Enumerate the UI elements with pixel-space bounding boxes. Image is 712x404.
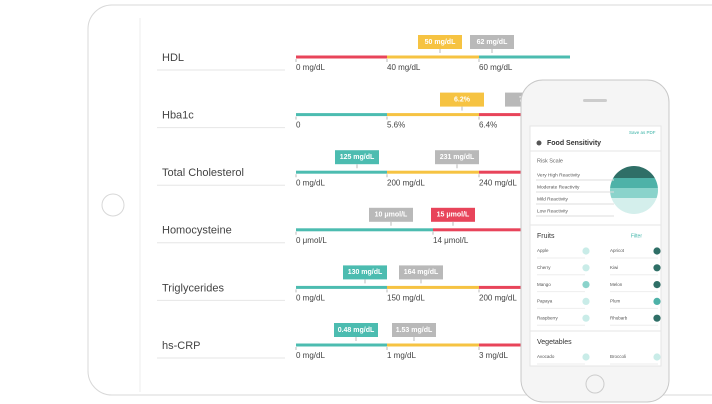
risk-level: Low Reactivity xyxy=(537,208,569,214)
metric-label: Hba1c xyxy=(162,110,194,122)
metric-label: Triglycerides xyxy=(162,282,224,294)
range-segment xyxy=(387,170,479,174)
badge-label: 15 μmol/L xyxy=(437,212,470,219)
value-badge xyxy=(431,207,475,222)
reactivity-dot xyxy=(582,314,590,322)
range-segment xyxy=(296,55,387,59)
food-item: Cherry xyxy=(537,265,551,270)
food-item: Apricot xyxy=(610,248,625,253)
section-title: Vegetables xyxy=(537,339,572,346)
tablet-home-button xyxy=(101,193,125,217)
badge-label: 164 mg/dL xyxy=(404,269,439,276)
value-badge xyxy=(334,323,378,337)
range-segment xyxy=(479,55,570,59)
range-segment xyxy=(296,170,387,174)
risk-level: Mild Reactivity xyxy=(537,196,569,202)
value-badge xyxy=(418,35,462,49)
food-item: Kiwi xyxy=(610,265,618,270)
value-badge xyxy=(470,35,514,49)
food-item: Mango xyxy=(537,282,551,287)
tick-label: 14 μmol/L xyxy=(433,236,469,245)
reactivity-dot xyxy=(653,247,661,255)
filter[interactable]: Filter xyxy=(631,233,642,239)
badge-label: 10 μmol/L xyxy=(375,212,408,219)
range-segment xyxy=(387,113,479,117)
range-segment xyxy=(387,285,479,289)
phone-speaker xyxy=(583,99,607,102)
value-badge xyxy=(335,150,379,165)
reactivity-dot xyxy=(653,281,661,289)
reactivity-dot xyxy=(653,264,661,272)
tick-label: 0 mg/dL xyxy=(296,63,325,72)
risk-scale-title: Risk Scale xyxy=(537,158,563,164)
badge-label: 125 mg/dL xyxy=(340,154,375,161)
header-icon xyxy=(536,140,542,146)
badge-label: 130 mg/dL xyxy=(348,269,383,276)
value-badge xyxy=(399,265,443,280)
section-title: Fruits xyxy=(537,233,555,240)
metric-label: HDL xyxy=(162,52,184,64)
value-badge xyxy=(369,207,413,222)
tick-label: 5.6% xyxy=(387,121,405,130)
tick-label: 40 mg/dL xyxy=(387,63,421,72)
range-segment xyxy=(296,228,433,232)
range-segment xyxy=(433,228,570,232)
food-item: Raspberry xyxy=(537,315,559,320)
range-segment xyxy=(296,343,387,347)
badge-label: 0.48 mg/dL xyxy=(338,327,375,334)
reactivity-dot xyxy=(582,297,590,305)
reactivity-dot xyxy=(653,314,661,322)
phone-screen xyxy=(529,125,662,367)
value-badge xyxy=(392,323,436,337)
tick-label: 3 mg/dL xyxy=(479,351,508,360)
badge-label: 6.2% xyxy=(454,96,471,103)
tick-label: 1 mg/dL xyxy=(387,351,416,360)
metric-label: Homocysteine xyxy=(162,225,232,237)
food-item: Avocado xyxy=(537,354,555,359)
risk-level: Very High Reactivity xyxy=(537,172,581,178)
food-item: Broccoli xyxy=(610,354,626,359)
phone-title: Food Sensitivity xyxy=(547,140,601,147)
tick-label: 0 mg/dL xyxy=(296,178,325,187)
risk-level: Moderate Reactivity xyxy=(537,184,580,190)
value-badge xyxy=(440,92,484,107)
tick-label: 0 μmol/L xyxy=(296,236,327,245)
save-pdf[interactable]: Save as PDF xyxy=(629,130,656,135)
reactivity-dot xyxy=(582,281,590,289)
range-segment xyxy=(296,285,387,289)
reactivity-dot xyxy=(582,353,590,361)
phone-home-button xyxy=(585,374,605,394)
tick-label: 0 mg/dL xyxy=(296,351,325,360)
tick-label: 0 xyxy=(296,121,301,130)
value-badge xyxy=(343,265,387,280)
tick-label: 200 mg/dL xyxy=(387,178,425,187)
reactivity-dot xyxy=(653,353,661,361)
reactivity-dot xyxy=(582,264,590,272)
food-item: Apple xyxy=(537,248,549,253)
tick-label: 6.4% xyxy=(479,121,497,130)
badge-label: 231 mg/dL xyxy=(440,154,475,161)
metric-label: Total Cholesterol xyxy=(162,167,244,179)
badge-label: 1.53 mg/dL xyxy=(396,327,433,334)
range-segment xyxy=(387,55,479,59)
food-item: Melon xyxy=(610,282,623,287)
range-segment xyxy=(296,113,387,117)
tick-label: 150 mg/dL xyxy=(387,294,425,303)
badge-label: 50 mg/dL xyxy=(425,39,456,46)
food-item: Papaya xyxy=(537,299,553,304)
tick-label: 60 mg/dL xyxy=(479,63,513,72)
reactivity-dot xyxy=(582,247,590,255)
reactivity-dot xyxy=(653,297,661,305)
value-badge xyxy=(435,150,479,165)
range-segment xyxy=(387,343,479,347)
badge-label: 62 mg/dL xyxy=(477,39,508,46)
metric-label: hs-CRP xyxy=(162,340,201,352)
tick-label: 240 mg/dL xyxy=(479,178,517,187)
food-item: Rhubarb xyxy=(610,315,628,320)
food-item: Plum xyxy=(610,299,621,304)
tick-label: 0 mg/dL xyxy=(296,294,325,303)
tick-label: 200 mg/dL xyxy=(479,294,517,303)
